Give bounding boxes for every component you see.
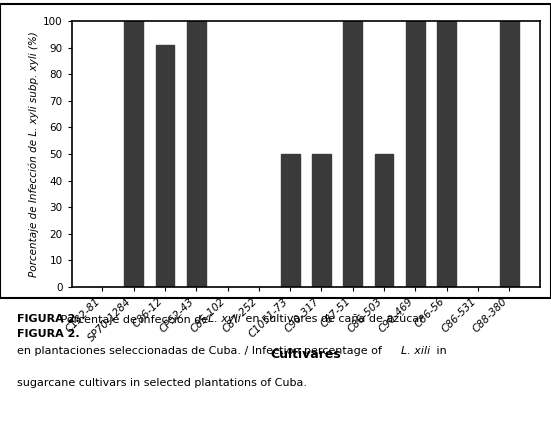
Bar [375, 154, 393, 287]
Bar [406, 21, 425, 287]
Text: FIGURA 2.: FIGURA 2. [17, 314, 79, 325]
Y-axis label: Porcentaje de Infección de L. xyli subp. xyli (%): Porcentaje de Infección de L. xyli subp.… [28, 31, 39, 277]
Bar [500, 21, 518, 287]
Text: en plantaciones seleccionadas de Cuba. / Infection percentage of: en plantaciones seleccionadas de Cuba. /… [17, 346, 385, 356]
Bar [124, 21, 143, 287]
X-axis label: Cultivares: Cultivares [271, 349, 341, 362]
Text: L. xyli: L. xyli [208, 314, 241, 325]
Text: en cultivares de caña de azúcar: en cultivares de caña de azúcar [242, 314, 424, 325]
Text: FIGURA 2.: FIGURA 2. [17, 329, 79, 339]
Bar [312, 154, 331, 287]
Bar [343, 21, 362, 287]
Bar [437, 21, 456, 287]
Text: in: in [433, 346, 446, 356]
Text: Porcentaje de infección de: Porcentaje de infección de [57, 314, 212, 325]
Bar [155, 45, 174, 287]
Text: L. xili: L. xili [401, 346, 430, 356]
Bar [187, 21, 206, 287]
Text: sugarcane cultivars in selected plantations of Cuba.: sugarcane cultivars in selected plantati… [17, 378, 306, 388]
Bar [281, 154, 300, 287]
